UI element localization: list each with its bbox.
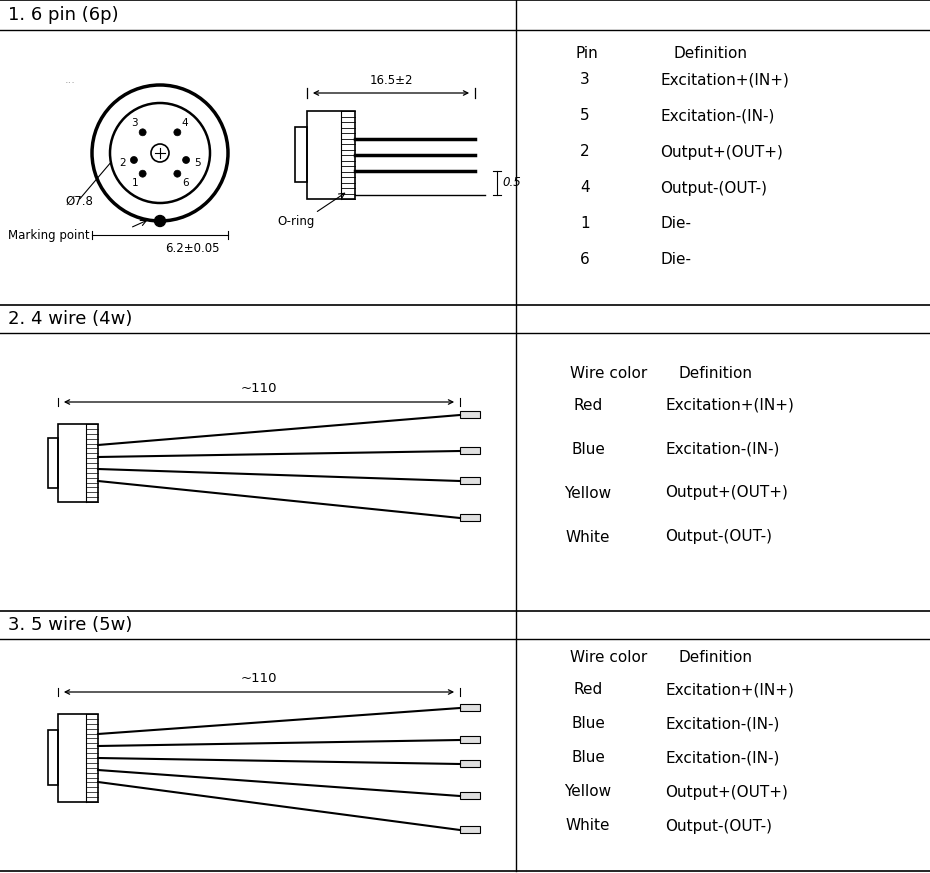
Text: Ø7.8: Ø7.8 [65,195,93,208]
Text: Die-: Die- [660,217,691,231]
Text: 6: 6 [181,178,189,188]
Text: Excitation-(IN-): Excitation-(IN-) [665,751,779,766]
Text: 4: 4 [580,181,590,196]
Bar [460,704,480,711]
Text: Wire color: Wire color [570,366,647,381]
Text: 1: 1 [132,178,139,188]
Bar [460,736,480,743]
Text: Definition: Definition [678,366,752,381]
Text: 3: 3 [132,118,139,128]
Text: Blue: Blue [571,751,604,766]
Text: Excitation+(IN+): Excitation+(IN+) [665,683,794,698]
Text: Output-(OUT-): Output-(OUT-) [660,181,767,196]
Text: ~110: ~110 [241,672,277,685]
Text: Definition: Definition [678,650,752,665]
Bar [460,760,480,767]
Text: ~110: ~110 [241,382,277,395]
Bar [460,447,480,454]
Bar [460,477,480,484]
Text: 3. 5 wire (5w): 3. 5 wire (5w) [8,616,132,634]
Bar [460,792,480,799]
Bar [460,411,480,418]
Circle shape [174,129,180,136]
Text: Excitation-(IN-): Excitation-(IN-) [665,442,779,457]
Text: Red: Red [574,683,603,698]
Text: Output-(OUT-): Output-(OUT-) [665,530,772,545]
Bar [460,514,480,521]
Text: Pin: Pin [575,45,598,60]
Bar [48,730,58,785]
Bar [460,826,480,833]
Bar [58,424,98,502]
Text: 3: 3 [580,72,590,87]
Text: 1: 1 [580,217,590,231]
Text: Definition: Definition [673,45,747,60]
Text: ...: ... [65,75,76,85]
Text: Excitation+(IN+): Excitation+(IN+) [660,72,789,87]
Text: White: White [565,819,610,834]
Text: 0.5: 0.5 [502,176,521,189]
Text: 2: 2 [119,158,126,168]
Circle shape [140,129,146,136]
Circle shape [174,170,180,177]
Circle shape [182,156,190,163]
Bar [48,438,58,488]
Text: Marking point: Marking point [8,229,89,242]
Text: Output+(OUT+): Output+(OUT+) [660,145,783,160]
Text: 4: 4 [181,118,189,128]
Circle shape [140,170,146,177]
Text: 6: 6 [580,252,590,267]
Text: 5: 5 [580,108,590,123]
Text: Output-(OUT-): Output-(OUT-) [665,819,772,834]
Text: White: White [565,530,610,545]
Bar [58,714,98,802]
Text: Excitation-(IN-): Excitation-(IN-) [660,108,775,123]
Text: Red: Red [574,397,603,413]
Circle shape [154,216,166,226]
Bar [307,111,355,199]
Text: Yellow: Yellow [565,785,612,800]
Text: 2: 2 [580,145,590,160]
Text: Excitation-(IN-): Excitation-(IN-) [665,717,779,732]
Text: 5: 5 [194,158,201,168]
Text: Die-: Die- [660,252,691,267]
Text: Excitation+(IN+): Excitation+(IN+) [665,397,794,413]
Text: 2. 4 wire (4w): 2. 4 wire (4w) [8,310,132,328]
Text: 6.2±0.05: 6.2±0.05 [165,242,219,255]
Text: 16.5±2: 16.5±2 [369,74,413,87]
Text: O-ring: O-ring [277,215,314,228]
Text: Blue: Blue [571,442,604,457]
Text: Blue: Blue [571,717,604,732]
Text: Yellow: Yellow [565,485,612,500]
Bar [295,127,307,182]
Text: 1. 6 pin (6p): 1. 6 pin (6p) [8,6,119,24]
Text: Output+(OUT+): Output+(OUT+) [665,785,788,800]
Text: Wire color: Wire color [570,650,647,665]
Circle shape [130,156,138,163]
Text: Output+(OUT+): Output+(OUT+) [665,485,788,500]
